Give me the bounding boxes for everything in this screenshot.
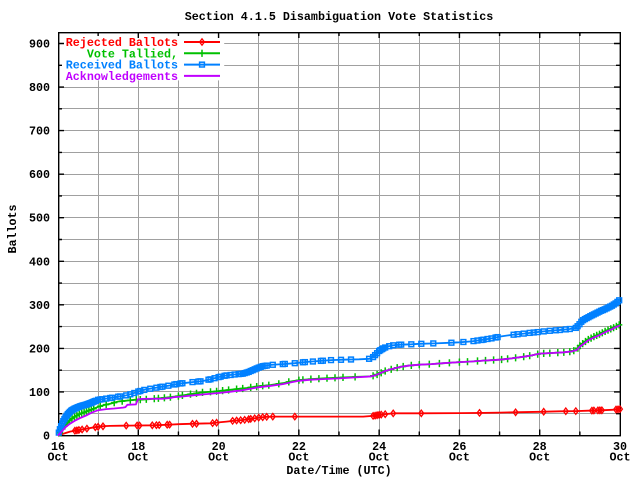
svg-text:200: 200 [29,342,50,356]
svg-text:Oct: Oct [449,451,470,465]
svg-text:Vote Tallied,: Vote Tallied, [87,47,178,61]
svg-text:600: 600 [29,168,50,182]
svg-text:Oct: Oct [609,451,630,465]
svg-text:Ballots: Ballots [6,204,20,253]
svg-text:Oct: Oct [288,451,309,465]
svg-text:Oct: Oct [47,451,68,465]
svg-text:300: 300 [29,299,50,313]
svg-text:400: 400 [29,255,50,269]
svg-text:16: 16 [51,440,65,454]
svg-text:Date/Time (UTC): Date/Time (UTC) [286,464,391,478]
svg-text:Section 4.1.5 Disambiguation V: Section 4.1.5 Disambiguation Vote Statis… [185,10,494,24]
svg-text:800: 800 [29,81,50,95]
svg-text:28: 28 [533,440,547,454]
svg-text:Received Ballots: Received Ballots [66,59,178,73]
svg-text:Oct: Oct [128,451,149,465]
svg-text:18: 18 [131,440,145,454]
svg-text:100: 100 [29,386,50,400]
svg-text:22: 22 [292,440,306,454]
svg-text:26: 26 [452,440,466,454]
svg-text:Oct: Oct [208,451,229,465]
svg-text:20: 20 [212,440,226,454]
svg-text:0: 0 [43,430,50,444]
svg-text:Acknowledgements: Acknowledgements [66,70,178,84]
svg-text:Rejected Ballots: Rejected Ballots [66,36,178,50]
svg-text:30: 30 [613,440,627,454]
svg-text:Oct: Oct [529,451,550,465]
svg-text:700: 700 [29,125,50,139]
svg-text:500: 500 [29,212,50,226]
svg-text:900: 900 [29,38,50,52]
svg-text:24: 24 [372,440,386,454]
svg-text:Oct: Oct [369,451,390,465]
